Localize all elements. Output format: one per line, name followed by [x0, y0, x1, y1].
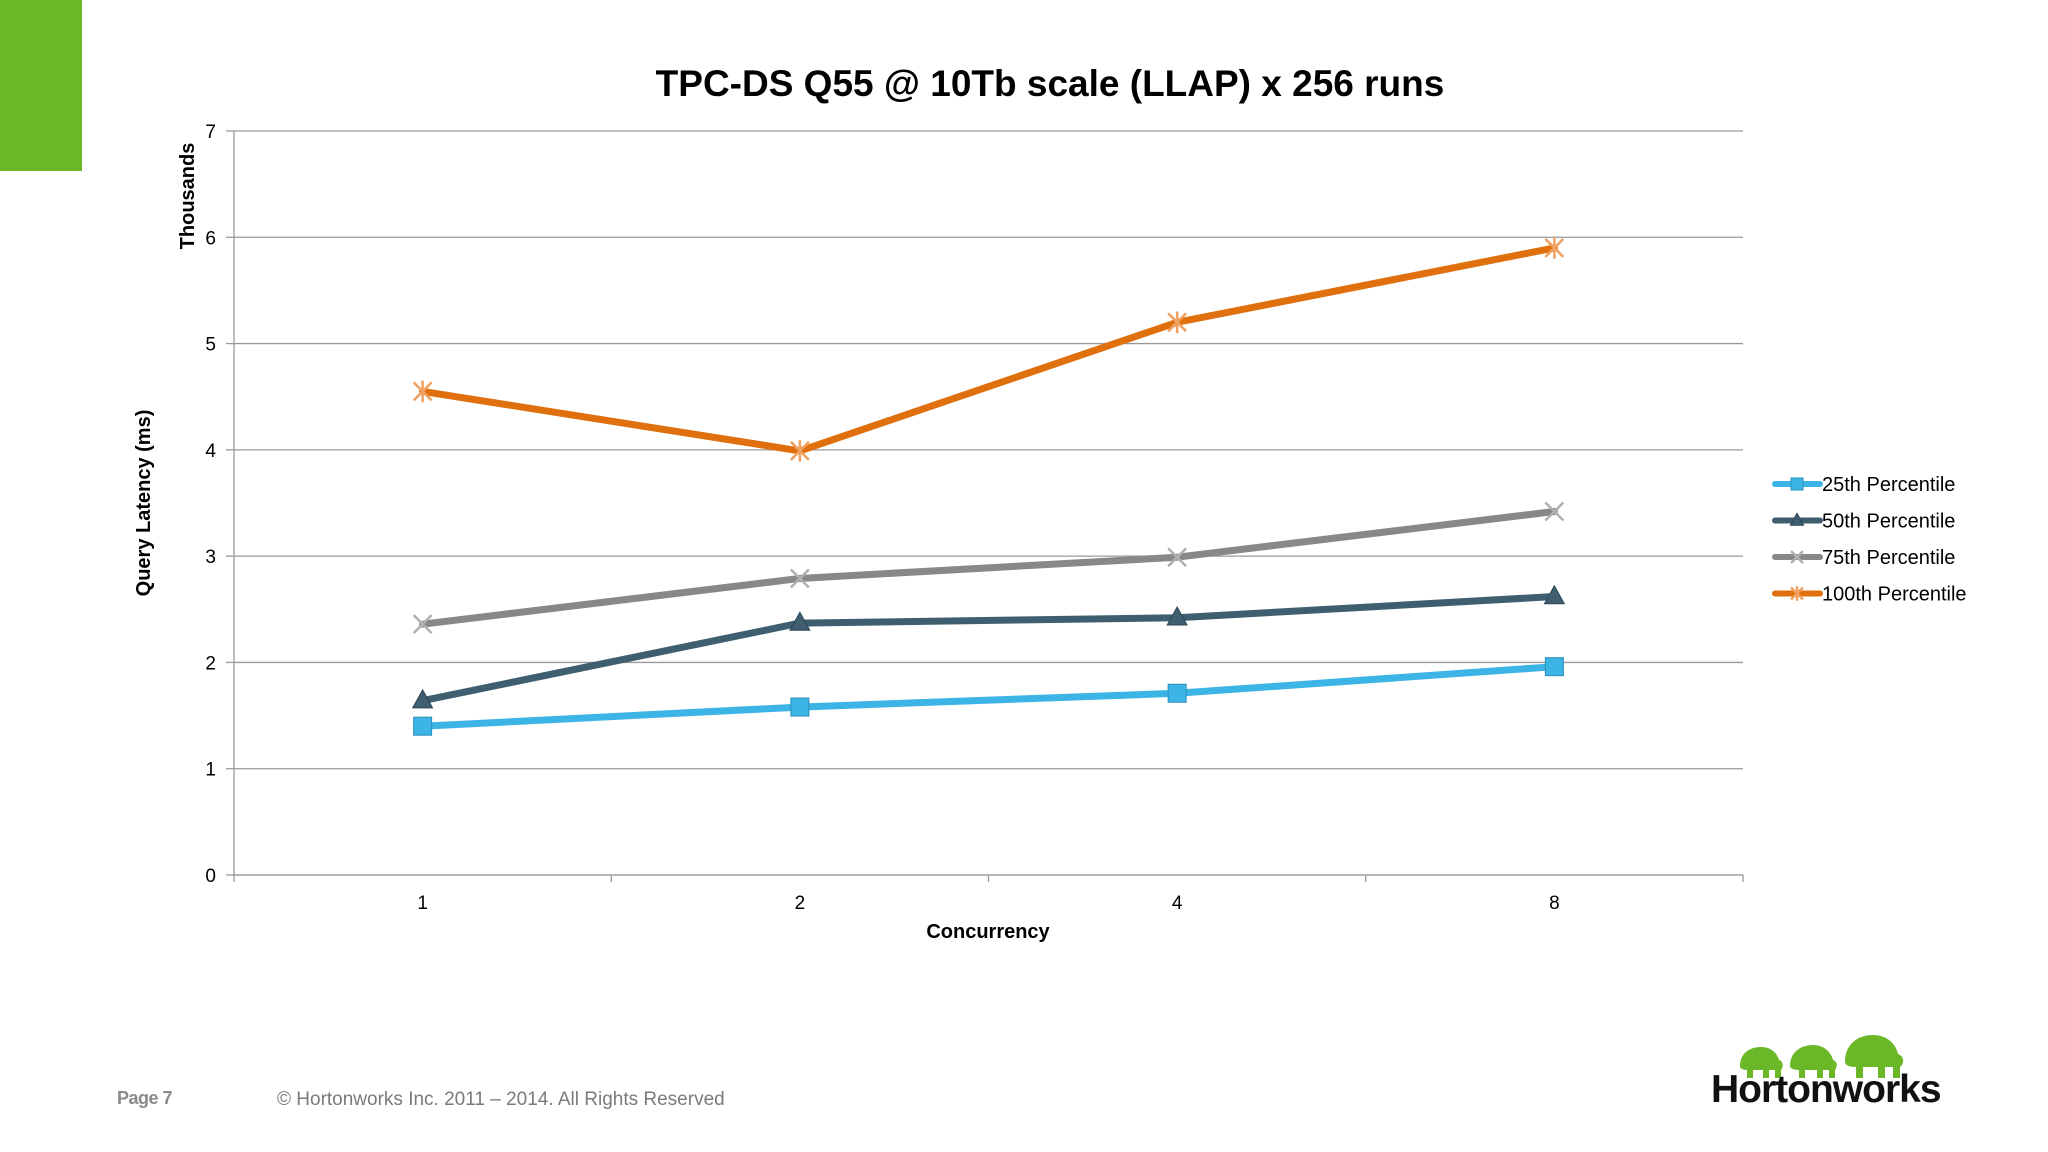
legend: 25th Percentile 50th Percentile 75th Perce… — [1772, 474, 1967, 606]
y-axis-title: Query Latency (ms) — [133, 410, 155, 597]
y-tick-label: 7 — [205, 122, 216, 143]
data-point — [412, 614, 433, 635]
series-3 — [412, 501, 1565, 635]
legend-marker — [1789, 512, 1805, 526]
series-layer — [411, 237, 1566, 736]
x-tick-label: 4 — [1172, 893, 1183, 914]
legend-label: 25th Percentile — [1822, 474, 1955, 496]
data-point — [1544, 657, 1564, 677]
copyright-text: © Hortonworks Inc. 2011 – 2014. All Righ… — [277, 1089, 725, 1110]
legend-item: 75th Percentile — [1772, 547, 1955, 569]
series-line — [419, 663, 1558, 730]
page-number: Page 7 — [117, 1088, 173, 1108]
legend-item: 100th Percentile — [1772, 584, 1967, 606]
y-tick-label: 4 — [205, 441, 216, 462]
legend-label: 75th Percentile — [1822, 547, 1955, 569]
data-point — [1544, 237, 1565, 259]
y-tick-label: 2 — [205, 653, 216, 674]
chart-title: TPC-DS Q55 @ 10Tb scale (LLAP) x 256 run… — [656, 63, 1445, 104]
y-tick-label: 6 — [205, 228, 216, 249]
data-point — [1166, 605, 1188, 626]
x-tick-label: 1 — [417, 893, 428, 914]
hortonworks-logo — [1740, 1035, 1904, 1078]
legend-item: 50th Percentile — [1772, 511, 1955, 533]
data-point — [789, 440, 810, 462]
data-point — [789, 568, 810, 589]
data-point — [413, 716, 433, 736]
series-line — [419, 508, 1558, 628]
data-point — [411, 688, 434, 709]
series-4 — [412, 237, 1565, 462]
x-tick-label: 8 — [1549, 893, 1560, 914]
legend-marker — [1790, 586, 1804, 601]
data-point — [1167, 547, 1188, 568]
y-tick-label: 3 — [205, 547, 216, 568]
line-chart: TPC-DS Q55 @ 10Tb scale (LLAP) x 256 run… — [133, 63, 1967, 943]
legend-label: 100th Percentile — [1822, 584, 1967, 606]
series-line — [419, 244, 1558, 455]
data-point — [1167, 311, 1188, 334]
elephant-icon — [1740, 1035, 1904, 1078]
legend-marker — [1790, 477, 1804, 491]
legend-item: 25th Percentile — [1772, 474, 1955, 496]
data-point — [790, 697, 810, 717]
series-2 — [411, 584, 1566, 709]
data-point — [1544, 501, 1565, 522]
legend-label: 50th Percentile — [1822, 511, 1955, 533]
x-axis-title: Concurrency — [926, 921, 1050, 943]
data-point — [412, 380, 433, 403]
logo-wordmark: Hortonworks — [1711, 1068, 1942, 1111]
y-tick-label: 0 — [205, 866, 216, 887]
series-1 — [413, 657, 1564, 736]
y-axis-units: Thousands — [177, 143, 199, 250]
data-point — [1167, 683, 1187, 703]
data-point — [789, 611, 811, 631]
legend-marker — [1790, 550, 1804, 564]
gridlines — [234, 130, 1743, 876]
green-accent-bar — [0, 0, 82, 171]
y-tick-label: 1 — [205, 760, 216, 781]
data-point — [1543, 584, 1566, 605]
series-line — [419, 593, 1558, 705]
axes: 0 1 2 3 4 5 6 7 1 2 4 8 — [205, 122, 1744, 914]
x-tick-label: 2 — [795, 893, 806, 914]
y-tick-label: 5 — [205, 335, 216, 356]
